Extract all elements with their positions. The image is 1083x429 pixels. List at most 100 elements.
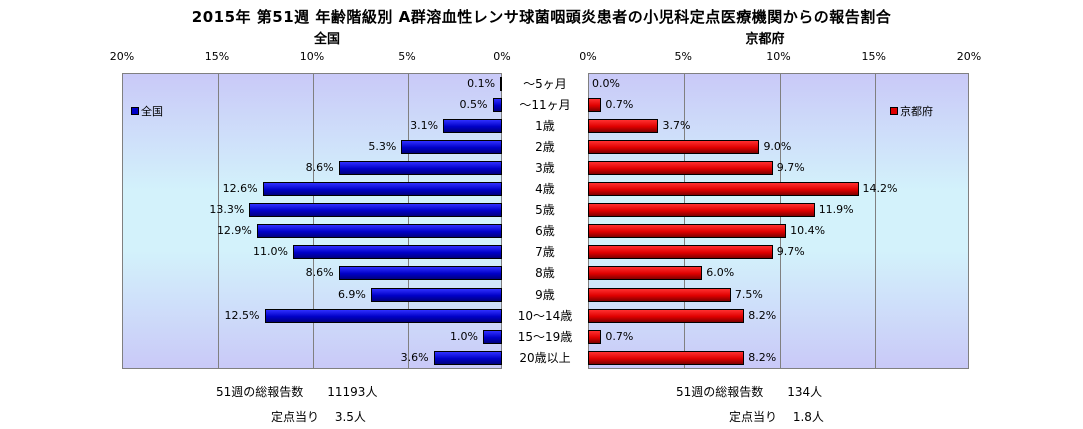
age-category-label: 9歳 bbox=[535, 287, 555, 302]
national-panel-title: 全国 bbox=[313, 32, 340, 47]
kyoto-x-tick: 20% bbox=[956, 50, 982, 63]
kyoto-value-label: 3.7% bbox=[662, 118, 691, 132]
kyoto-value-label: 7.5% bbox=[734, 287, 763, 301]
age-category-label: ～5ヶ月 bbox=[523, 76, 567, 91]
kyoto-x-tick: 15% bbox=[861, 50, 886, 63]
kyoto-value-label: 9.7% bbox=[776, 160, 805, 174]
national-gridline bbox=[218, 74, 219, 368]
national-value-label: 6.9% bbox=[337, 287, 366, 301]
kyoto-legend: 京都府 bbox=[890, 103, 933, 119]
age-category-label: 4歳 bbox=[535, 182, 555, 197]
national-value-label: 12.5% bbox=[224, 308, 260, 322]
kyoto-legend-swatch bbox=[890, 107, 898, 115]
age-category-label: 3歳 bbox=[535, 160, 555, 175]
kyoto-value-label: 14.2% bbox=[862, 182, 898, 196]
kyoto-x-tick: 0% bbox=[579, 50, 597, 63]
kyoto-value-label: 0.7% bbox=[605, 329, 634, 343]
national-bar bbox=[293, 245, 502, 260]
kyoto-legend-label: 京都府 bbox=[900, 105, 933, 118]
age-category-label: 1歳 bbox=[535, 118, 555, 133]
national-value-label: 12.9% bbox=[216, 224, 252, 238]
kyoto-value-label: 9.7% bbox=[776, 245, 805, 259]
kyoto-value-label: 10.4% bbox=[790, 224, 826, 238]
national-x-tick: 15% bbox=[204, 50, 230, 63]
kyoto-bar bbox=[588, 182, 859, 197]
national-total-text: 51週の総報告数 11193人 bbox=[216, 385, 378, 399]
kyoto-bar bbox=[588, 97, 602, 112]
kyoto-x-tick: 10% bbox=[766, 50, 791, 63]
kyoto-value-label: 0.7% bbox=[605, 97, 634, 111]
national-plot-area: 全国 bbox=[122, 73, 502, 369]
kyoto-x-tick: 5% bbox=[674, 50, 692, 63]
national-gridline bbox=[408, 74, 409, 368]
national-bar bbox=[249, 203, 502, 218]
kyoto-value-label: 9.0% bbox=[763, 139, 792, 153]
kyoto-bar bbox=[588, 224, 787, 239]
kyoto-bar bbox=[588, 308, 745, 323]
national-value-label: 13.3% bbox=[209, 203, 245, 217]
age-category-label: 6歳 bbox=[535, 224, 555, 239]
national-value-label: 0.1% bbox=[467, 76, 496, 90]
kyoto-value-label: 8.2% bbox=[748, 308, 777, 322]
national-x-tick: 10% bbox=[299, 50, 325, 63]
national-bar bbox=[433, 350, 502, 365]
age-category-label: ～11ヶ月 bbox=[519, 97, 571, 112]
national-value-label: 1.0% bbox=[450, 329, 478, 343]
national-value-label: 11.0% bbox=[253, 245, 288, 259]
kyoto-bar bbox=[588, 287, 731, 302]
national-bar bbox=[492, 97, 502, 112]
age-category-label: 8歳 bbox=[535, 266, 555, 281]
national-bar bbox=[500, 76, 503, 91]
kyoto-bar bbox=[588, 245, 773, 260]
kyoto-bar bbox=[588, 139, 760, 154]
national-x-tick: 20% bbox=[109, 50, 135, 63]
age-category-label: 2歳 bbox=[535, 139, 555, 154]
national-gridline bbox=[313, 74, 314, 368]
kyoto-bar bbox=[588, 203, 815, 218]
national-value-label: 0.5% bbox=[459, 97, 488, 111]
national-bar bbox=[264, 308, 502, 323]
national-bar bbox=[262, 182, 502, 197]
age-category-label: 20歳以上 bbox=[519, 350, 571, 365]
national-x-tick: 0% bbox=[493, 50, 511, 63]
national-bar bbox=[370, 287, 502, 302]
national-value-label: 12.6% bbox=[222, 182, 258, 196]
kyoto-value-label: 8.2% bbox=[748, 350, 777, 364]
national-bar bbox=[483, 329, 502, 344]
age-category-label: 10～14歳 bbox=[517, 308, 573, 323]
national-bar bbox=[338, 266, 502, 281]
kyoto-plot-area: 京都府 bbox=[588, 73, 969, 369]
kyoto-value-label: 6.0% bbox=[706, 266, 735, 280]
national-legend-label: 全国 bbox=[141, 105, 163, 118]
national-bar bbox=[401, 139, 502, 154]
kyoto-value-label: 0.0% bbox=[592, 76, 620, 90]
kyoto-bar bbox=[588, 266, 703, 281]
chart-title: 2015年 第51週 年齢階級別 A群溶血性レンサ球菌咽頭炎患者の小児科定点医療… bbox=[191, 8, 892, 26]
national-value-label: 3.6% bbox=[400, 350, 429, 364]
kyoto-gridline bbox=[779, 74, 781, 368]
national-bar bbox=[338, 160, 502, 175]
national-legend-swatch bbox=[131, 107, 139, 115]
national-bar bbox=[256, 224, 502, 239]
kyoto-bar bbox=[588, 160, 773, 175]
age-category-label: 5歳 bbox=[535, 203, 555, 218]
kyoto-bar bbox=[588, 118, 659, 133]
kyoto-panel-title: 京都府 bbox=[745, 32, 785, 47]
age-category-label: 7歳 bbox=[535, 245, 555, 260]
kyoto-gridline bbox=[684, 74, 686, 368]
national-value-label: 5.3% bbox=[368, 139, 397, 153]
national-legend: 全国 bbox=[131, 103, 163, 119]
kyoto-value-label: 11.9% bbox=[818, 203, 854, 217]
kyoto-per-site-text: 定点当り 1.8人 bbox=[729, 410, 824, 424]
kyoto-gridline bbox=[874, 74, 876, 368]
kyoto-total-text: 51週の総報告数 134人 bbox=[676, 385, 823, 399]
national-x-tick: 5% bbox=[398, 50, 416, 63]
national-value-label: 3.1% bbox=[410, 118, 439, 132]
national-value-label: 8.6% bbox=[305, 160, 334, 174]
age-category-label: 15～19歳 bbox=[517, 329, 573, 344]
kyoto-bar bbox=[588, 329, 602, 344]
national-value-label: 8.6% bbox=[305, 266, 334, 280]
kyoto-bar bbox=[588, 350, 745, 365]
national-per-site-text: 定点当り 3.5人 bbox=[271, 410, 366, 424]
national-bar bbox=[443, 118, 502, 133]
